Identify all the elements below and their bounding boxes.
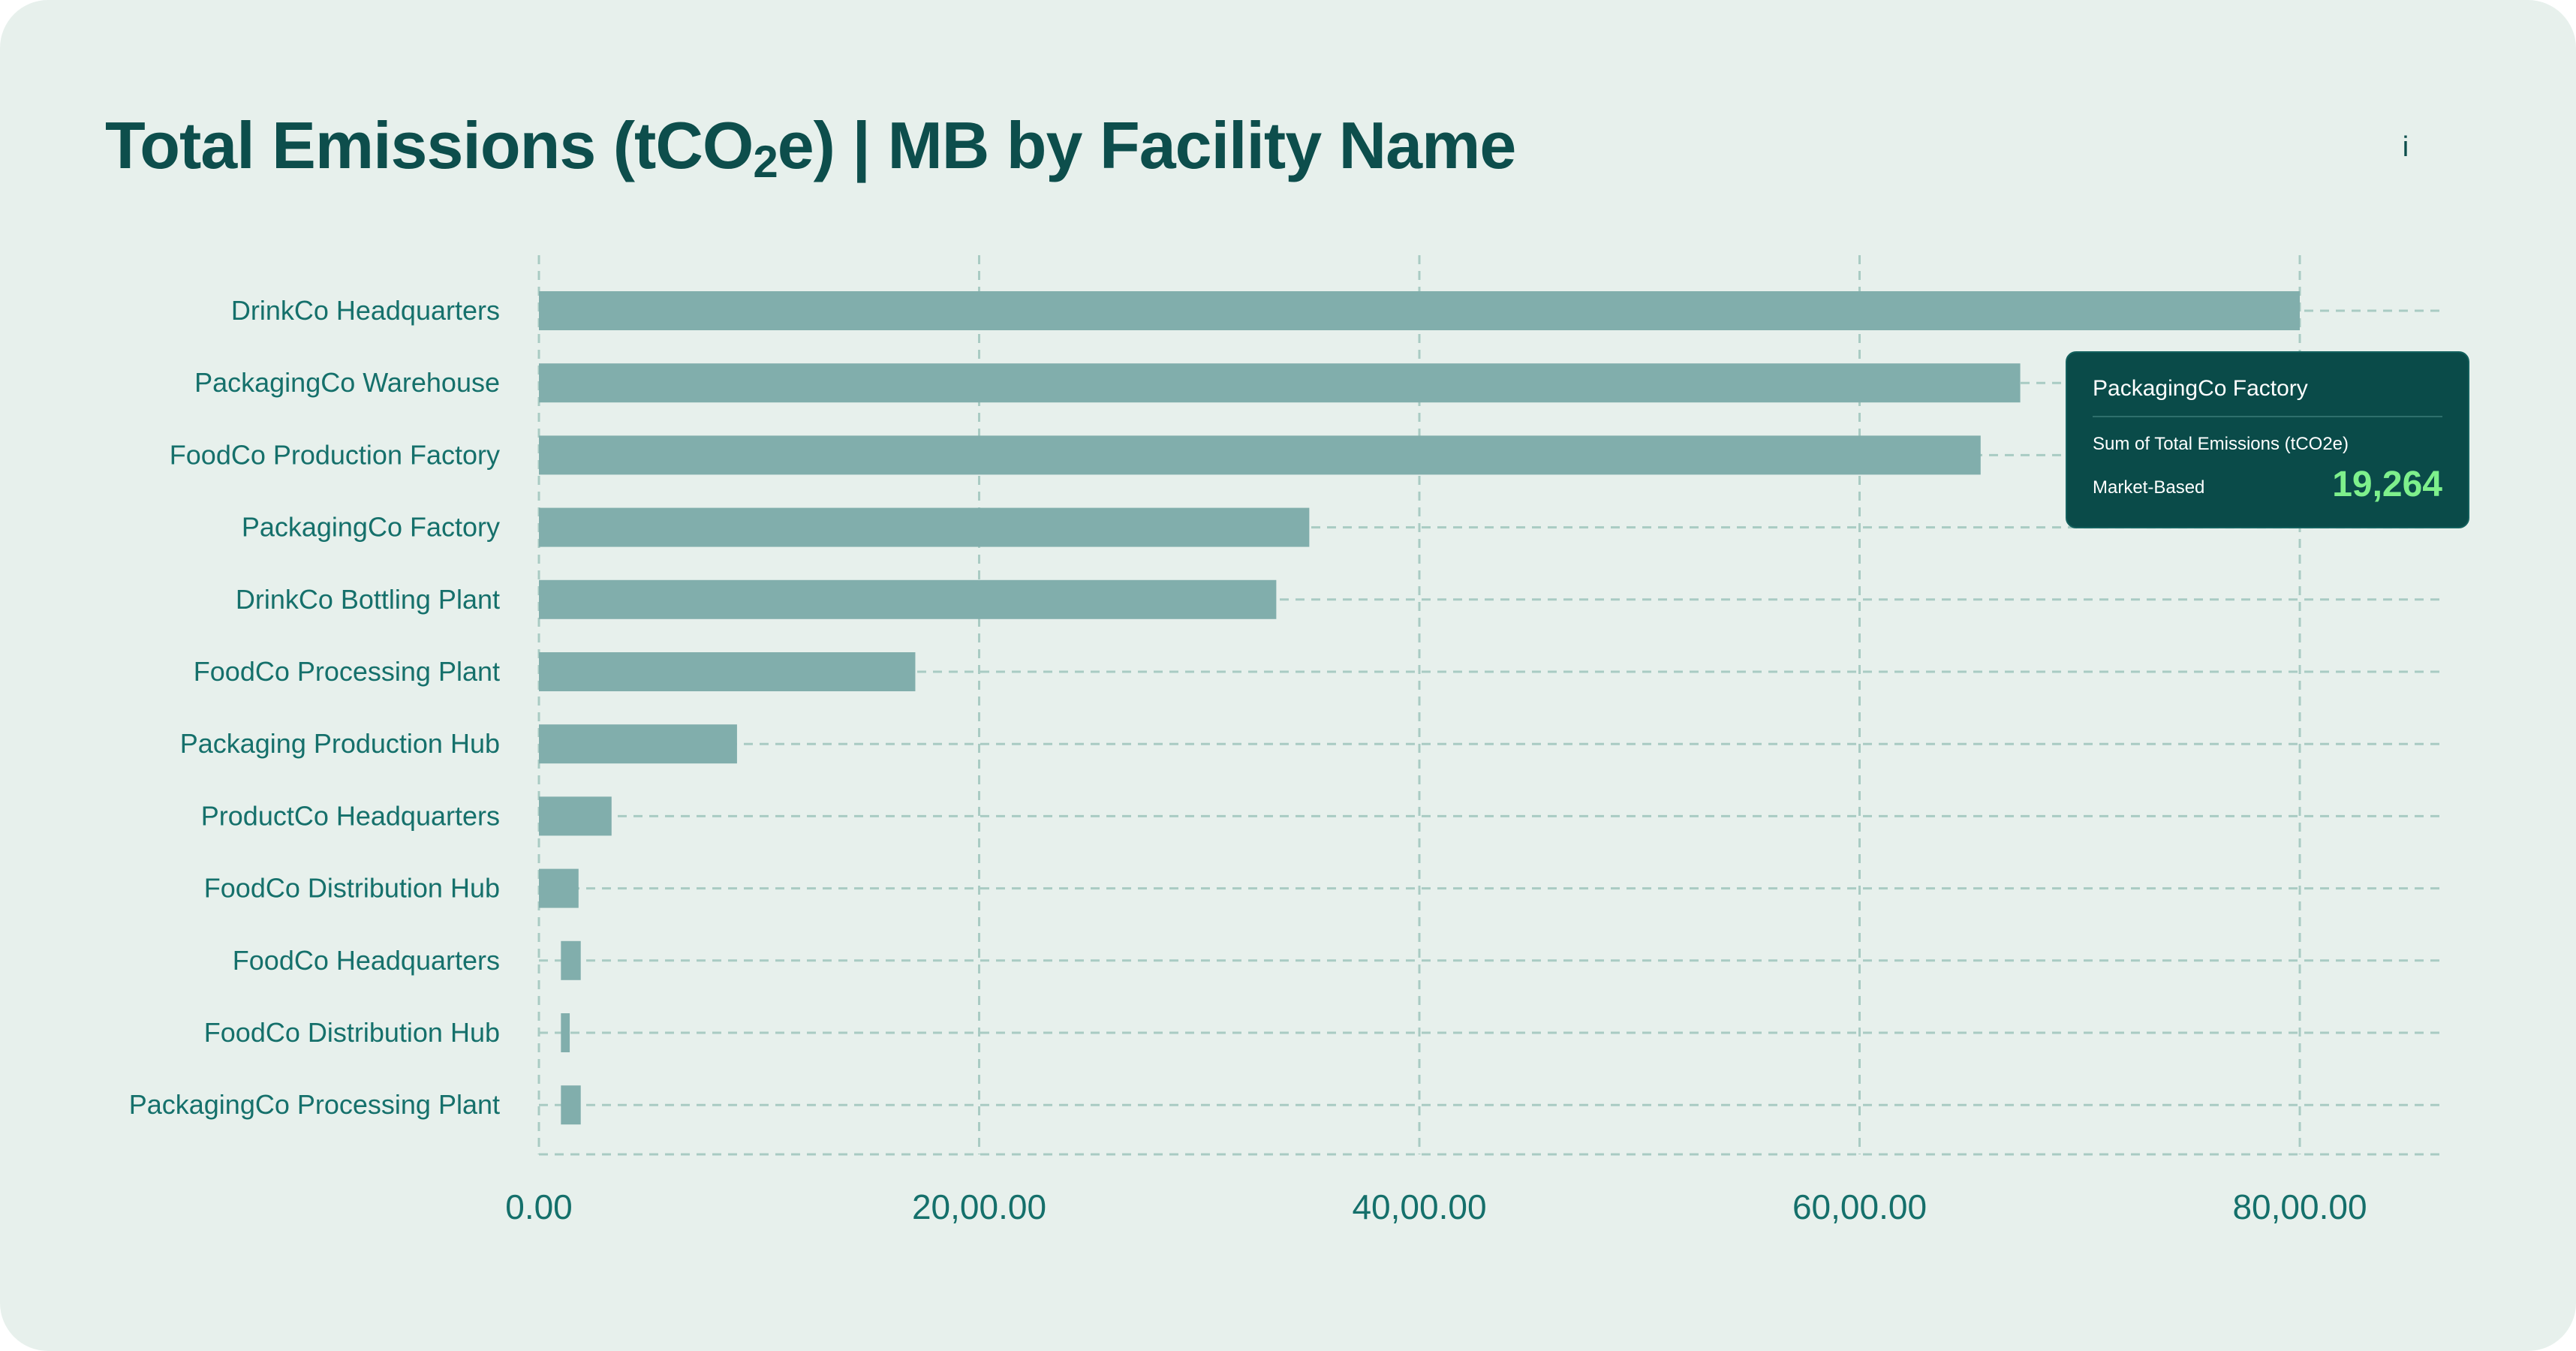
category-label: ProductCo Headquarters <box>201 800 500 831</box>
x-tick-label: 80,00.00 <box>2232 1187 2367 1226</box>
x-tick-labels: 0.00 20,00.00 40,00.00 60,00.00 80,00.00 <box>505 1187 2367 1226</box>
chart-title: Total Emissions (tCO2e) | MB by Facility… <box>105 104 1517 188</box>
bar <box>539 652 916 691</box>
x-tick-label: 20,00.00 <box>912 1187 1046 1226</box>
category-label: DrinkCo Bottling Plant <box>236 584 500 615</box>
bars <box>539 291 2300 1125</box>
chart-title-prefix: Total Emissions (tCO <box>105 108 754 182</box>
bar <box>539 435 1981 475</box>
tooltip-value: 19,264 <box>2332 465 2442 504</box>
tooltip-series: Market-Based <box>2093 477 2205 498</box>
category-label: FoodCo Production Factory <box>170 439 500 470</box>
bar <box>539 796 612 836</box>
x-tick-label: 0.00 <box>505 1187 573 1226</box>
bar <box>539 507 1310 547</box>
chart-title-subscript: 2 <box>753 137 778 187</box>
category-labels: DrinkCo Headquarters PackagingCo Warehous… <box>129 295 500 1120</box>
category-label: Packaging Production Hub <box>180 728 500 759</box>
tooltip: PackagingCo Factory Sum of Total Emissio… <box>2066 351 2469 528</box>
category-label: FoodCo Distribution Hub <box>204 1017 500 1048</box>
category-label: DrinkCo Headquarters <box>231 295 500 326</box>
category-label: FoodCo Distribution Hub <box>204 873 500 904</box>
bar <box>539 291 2300 330</box>
bar <box>561 1013 570 1052</box>
category-label: PackagingCo Factory <box>242 512 500 543</box>
bar <box>539 579 1277 619</box>
x-tick-label: 40,00.00 <box>1352 1187 1486 1226</box>
x-tick-label: 60,00.00 <box>1792 1187 1927 1226</box>
tooltip-measure: Sum of Total Emissions (tCO2e) <box>2093 434 2349 454</box>
bar <box>561 940 581 980</box>
info-icon[interactable]: i <box>2402 131 2409 163</box>
tooltip-divider <box>2093 416 2442 417</box>
tooltip-title: PackagingCo Factory <box>2093 376 2308 401</box>
bar <box>539 363 2021 403</box>
category-label: FoodCo Headquarters <box>233 945 500 976</box>
bar <box>539 868 579 908</box>
category-label: PackagingCo Processing Plant <box>129 1089 500 1120</box>
bar <box>539 724 737 764</box>
category-label: FoodCo Processing Plant <box>194 656 500 687</box>
category-label: PackagingCo Warehouse <box>194 367 500 398</box>
bar <box>561 1085 581 1125</box>
chart-title-suffix: e) | MB by Facility Name <box>777 108 1517 182</box>
